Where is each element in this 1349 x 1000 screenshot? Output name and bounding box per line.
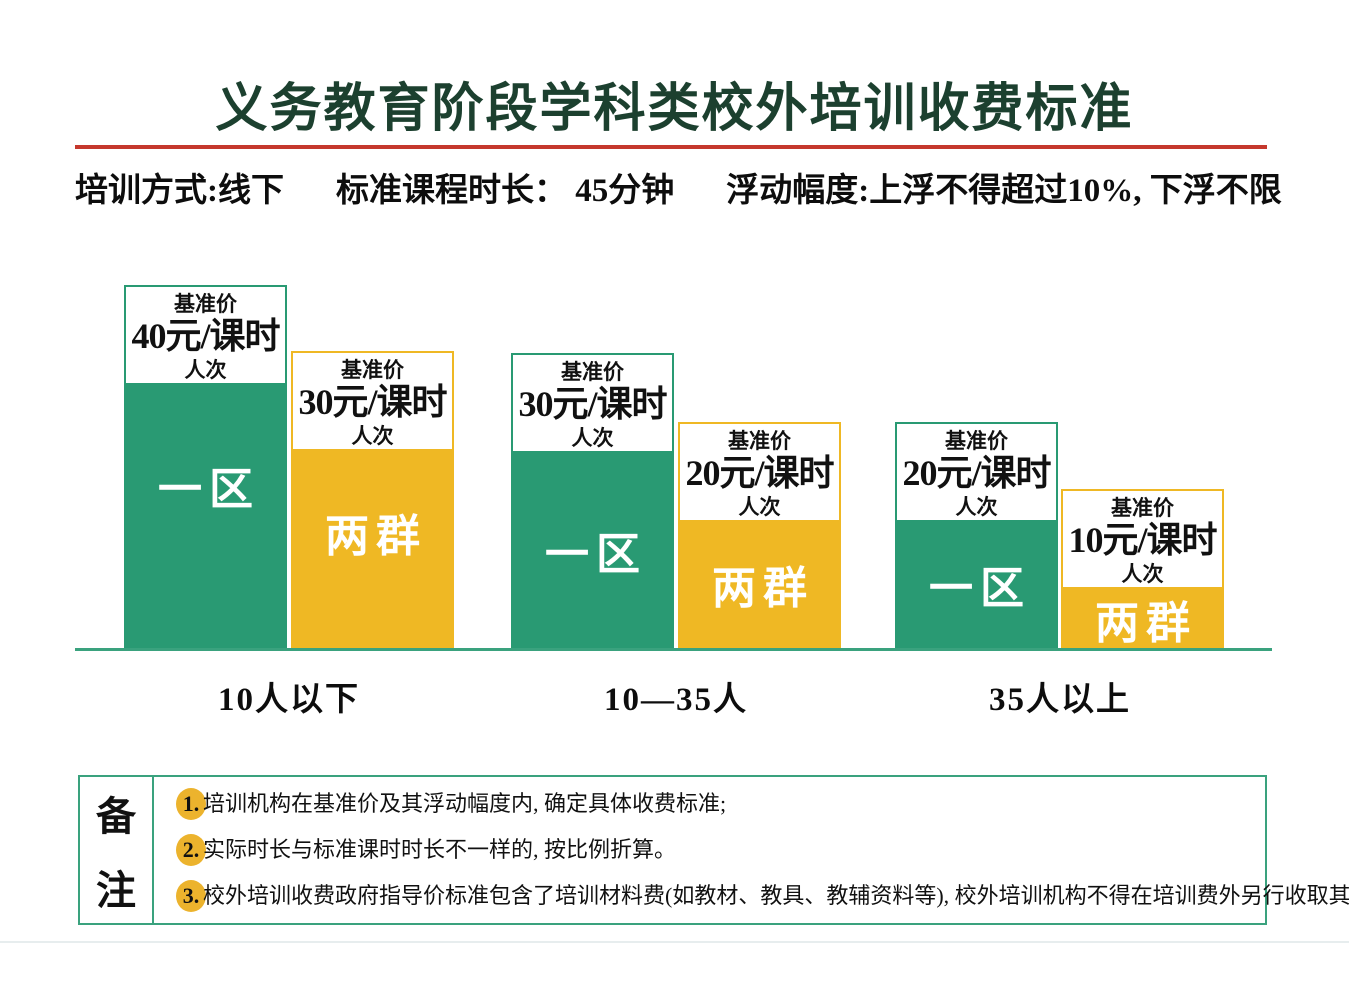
bar-fill: 一区 [897,520,1056,648]
bar-chart: 基准价 40元/课时 人次 一区 基准价 30元/课时 人次 两群 基准价 30… [75,285,1272,718]
series-label: 两群 [325,511,427,561]
price-tag: 基准价 [945,429,1008,453]
price-label-box: 基准价 40元/课时 人次 [126,287,285,383]
x-axis-line [75,648,1272,651]
series-label: 一区 [545,529,647,579]
price-unit: 人次 [1121,561,1164,586]
price-unit: 人次 [571,425,614,450]
title-underline [75,145,1267,149]
note-item-2: 2. 实际时长与标准课时时长不一样的, 按比例折算。 [176,834,1349,866]
series-label: 两群 [712,564,814,613]
series-label: 一区 [158,464,260,514]
price-tag: 基准价 [341,358,404,382]
price-value: 30元/课时 [298,382,447,423]
price-label-box: 基准价 20元/课时 人次 [680,424,839,520]
x-axis-label-group2: 10—35人 [604,682,748,718]
price-value: 40元/课时 [131,316,280,357]
x-axis-label-group1: 10人以下 [218,682,360,718]
bar-group3-yiqu: 基准价 20元/课时 人次 一区 [895,422,1058,650]
note-number-badge: 2. [176,834,206,866]
price-label-box: 基准价 30元/课时 人次 [293,353,452,449]
price-tag: 基准价 [1111,496,1174,520]
price-value: 20元/课时 [685,453,834,494]
price-unit: 人次 [351,423,394,448]
series-label: 两群 [1095,599,1197,648]
price-label-box: 基准价 20元/课时 人次 [897,424,1056,520]
subtitle-float-range: 浮动幅度:上浮不得超过10%, 下浮不限 [726,173,1282,209]
price-unit: 人次 [738,494,781,519]
price-tag: 基准价 [174,292,237,316]
subtitle-training-mode: 培训方式:线下 [75,173,284,209]
bar-fill: 一区 [513,451,672,648]
note-number-badge: 1. [176,788,206,820]
notes-heading: 备 注 [80,777,154,923]
subtitle-bar: 培训方式:线下 标准课程时长： 45分钟 浮动幅度:上浮不得超过10%, 下浮不… [75,163,1282,211]
notes-box: 备 注 1. 培训机构在基准价及其浮动幅度内, 确定具体收费标准; 2. 实际时… [78,775,1349,925]
x-axis-label-group3: 35人以上 [989,682,1131,718]
price-value: 30元/课时 [518,384,667,425]
page-bottom-edge-line [0,941,1349,943]
subtitle-course-duration: 标准课程时长： 45分钟 [336,173,675,209]
price-label-box: 基准价 30元/课时 人次 [513,355,672,451]
bar-group3-liangqun: 基准价 10元/课时 人次 两群 [1061,489,1224,651]
notes-list: 1. 培训机构在基准价及其浮动幅度内, 确定具体收费标准; 2. 实际时长与标准… [154,777,1349,923]
bar-group2-liangqun: 基准价 20元/课时 人次 两群 [678,422,841,650]
bar-fill: 一区 [126,383,285,648]
note-item-3: 3. 校外培训收费政府指导价标准包含了培训材料费(如教材、教具、教辅资料等), … [176,880,1349,912]
bar-fill: 两群 [680,520,839,648]
note-text: 实际时长与标准课时时长不一样的, 按比例折算。 [203,837,677,862]
page-title: 义务教育阶段学科类校外培训收费标准 [215,81,1134,138]
note-text: 校外培训收费政府指导价标准包含了培训材料费(如教材、教具、教辅资料等), 校外培… [203,883,1349,908]
note-item-1: 1. 培训机构在基准价及其浮动幅度内, 确定具体收费标准; [176,788,1349,820]
bar-group1-yiqu: 基准价 40元/课时 人次 一区 [124,285,287,650]
price-label-box: 基准价 10元/课时 人次 [1063,491,1222,587]
price-tag: 基准价 [561,360,624,384]
note-number-badge: 3. [176,880,206,912]
series-label: 一区 [929,564,1031,613]
price-value: 20元/课时 [902,453,1051,494]
bar-group2-yiqu: 基准价 30元/课时 人次 一区 [511,353,674,650]
price-value: 10元/课时 [1068,520,1217,561]
price-unit: 人次 [184,357,227,382]
notes-heading-char2: 注 [96,868,136,913]
price-tag: 基准价 [728,429,791,453]
price-unit: 人次 [955,494,998,519]
notes-heading-char1: 备 [96,794,136,839]
note-text: 培训机构在基准价及其浮动幅度内, 确定具体收费标准; [203,791,727,816]
bar-group1-liangqun: 基准价 30元/课时 人次 两群 [291,351,454,650]
bar-fill: 两群 [293,449,452,648]
bar-fill: 两群 [1063,587,1222,651]
